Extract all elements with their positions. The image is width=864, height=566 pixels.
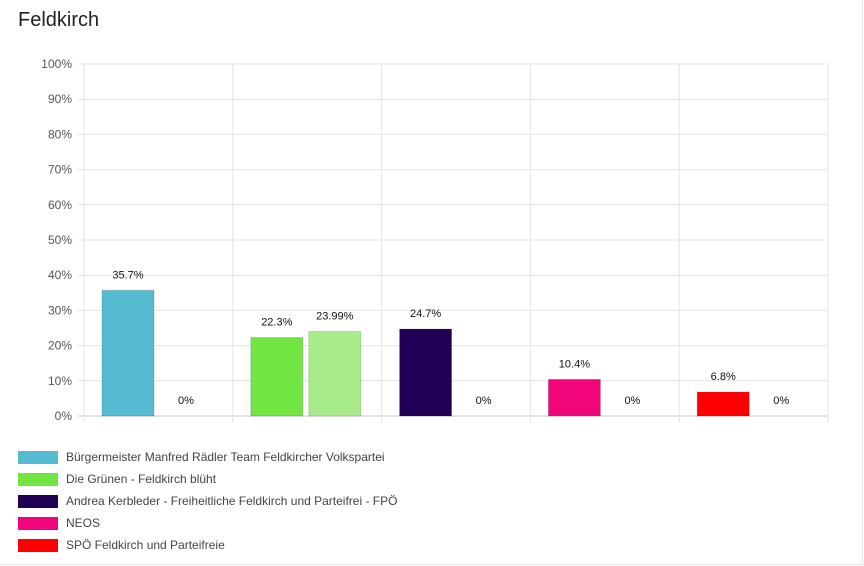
legend-label: SPÖ Feldkirch und Parteifreie — [66, 538, 225, 552]
legend-label: NEOS — [66, 516, 101, 530]
bar-value-label: 0% — [773, 395, 789, 407]
legend-item[interactable]: Die Grünen - Feldkirch blüht — [18, 468, 397, 490]
legend-swatch — [18, 538, 58, 552]
bar-value-label: 24.7% — [410, 308, 441, 320]
bar-value-label: 23.99% — [316, 311, 354, 323]
y-tick-label: 20% — [48, 339, 72, 353]
legend-swatch — [18, 494, 58, 508]
bar-value-label: 0% — [624, 395, 640, 407]
y-tick-label: 30% — [48, 303, 72, 317]
y-tick-label: 10% — [48, 374, 72, 388]
bar — [101, 289, 155, 417]
y-tick-label: 50% — [48, 233, 72, 247]
legend-item[interactable]: NEOS — [18, 512, 397, 534]
chart-legend: Bürgermeister Manfred Rädler Team Feldki… — [18, 446, 397, 556]
y-tick-label: 70% — [48, 163, 72, 177]
bar-value-label: 22.3% — [261, 317, 292, 329]
bar-value-label: 35.7% — [112, 269, 143, 281]
bar — [696, 391, 750, 417]
legend-item[interactable]: Andrea Kerbleder - Freiheitliche Feldkir… — [18, 490, 397, 512]
y-tick-label: 90% — [48, 92, 72, 106]
bar-chart: 0% 10% 20% 30% 40% 50% 60% 70% 80% 90% 100% 35.7% 0%… — [41, 57, 829, 423]
bar — [250, 337, 304, 417]
y-tick-label: 80% — [48, 127, 72, 141]
legend-label: Andrea Kerbleder - Freiheitliche Feldkir… — [66, 494, 398, 508]
y-tick-label: 0% — [55, 409, 73, 423]
y-tick-label: 100% — [41, 57, 72, 71]
legend-label: Bürgermeister Manfred Rädler Team Feldki… — [66, 450, 385, 464]
bar-value-label: 0% — [476, 395, 492, 407]
legend-item[interactable]: SPÖ Feldkirch und Parteifreie — [18, 534, 397, 556]
bar — [308, 331, 362, 417]
bar — [547, 378, 601, 417]
legend-swatch — [18, 516, 58, 530]
y-tick-label: 60% — [48, 198, 72, 212]
bar-value-label: 0% — [178, 395, 194, 407]
legend-label: Die Grünen - Feldkirch blüht — [66, 472, 217, 486]
legend-item[interactable]: Bürgermeister Manfred Rädler Team Feldki… — [18, 446, 397, 468]
bar-value-label: 6.8% — [711, 371, 736, 383]
legend-swatch — [18, 472, 58, 486]
y-tick-label: 40% — [48, 268, 72, 282]
chart-title: Feldkirch — [18, 9, 100, 31]
bar — [399, 328, 453, 417]
legend-swatch — [18, 450, 58, 464]
bar-value-label: 10.4% — [559, 358, 590, 370]
